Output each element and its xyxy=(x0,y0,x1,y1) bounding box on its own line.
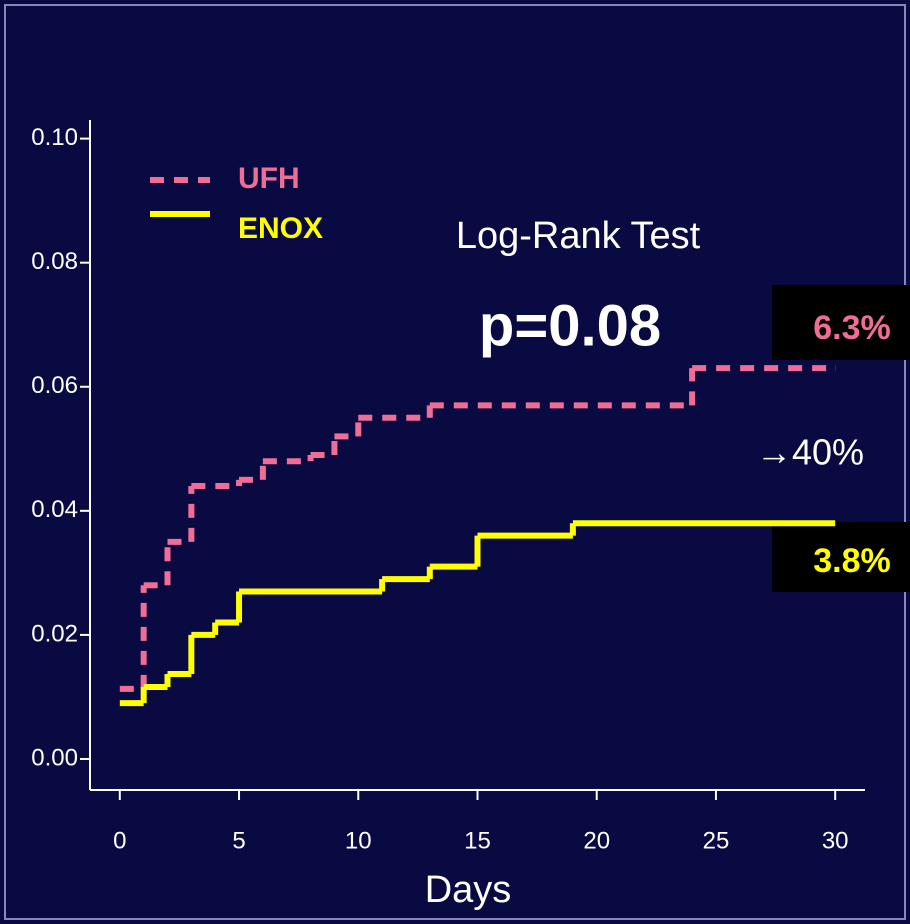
y-tick-label: 0.06 xyxy=(31,372,78,399)
legend-label: ENOX xyxy=(238,212,323,245)
x-tick-label: 10 xyxy=(345,827,372,854)
x-tick-label: 25 xyxy=(703,827,730,854)
x-tick-label: 20 xyxy=(583,827,610,854)
annotation: →40% xyxy=(756,432,864,473)
y-tick-label: 0.10 xyxy=(31,124,78,151)
y-tick-label: 0.00 xyxy=(31,744,78,771)
label-box xyxy=(772,522,910,592)
annotation: 3.8% xyxy=(813,542,891,580)
y-tick-label: 0.08 xyxy=(31,248,78,275)
x-tick-label: 5 xyxy=(232,827,245,854)
label-box xyxy=(772,285,910,360)
legend-label: UFH xyxy=(238,162,300,195)
x-tick-label: 30 xyxy=(822,827,849,854)
x-axis-label: Days xyxy=(425,869,512,911)
frame xyxy=(4,4,906,920)
x-tick-label: 0 xyxy=(113,827,126,854)
y-tick-label: 0.04 xyxy=(31,496,78,523)
annotation: p=0.08 xyxy=(479,293,661,358)
x-tick-label: 15 xyxy=(464,827,491,854)
annotation: Log-Rank Test xyxy=(456,215,701,257)
y-tick-label: 0.02 xyxy=(31,620,78,647)
annotation: 6.3% xyxy=(813,309,891,347)
